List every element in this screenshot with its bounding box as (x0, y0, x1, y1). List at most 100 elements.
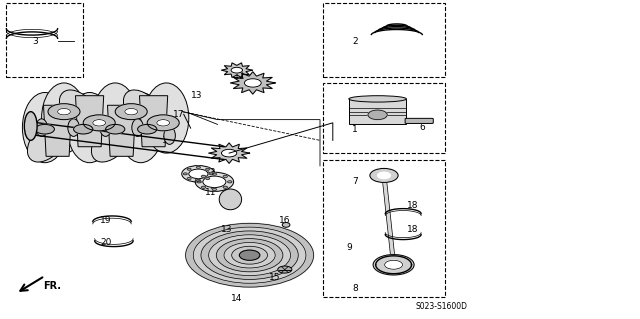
Ellipse shape (77, 104, 95, 129)
Bar (323, 160, 445, 297)
Circle shape (368, 110, 387, 120)
Circle shape (83, 115, 115, 131)
Circle shape (385, 260, 403, 269)
Circle shape (232, 246, 268, 264)
Text: 7: 7 (353, 177, 358, 186)
Ellipse shape (282, 223, 290, 227)
Ellipse shape (100, 119, 111, 137)
Text: 2: 2 (353, 37, 358, 46)
Circle shape (183, 173, 188, 175)
Text: 13: 13 (221, 225, 233, 234)
Text: 18: 18 (407, 201, 419, 210)
Circle shape (201, 231, 298, 279)
Circle shape (187, 168, 191, 170)
Polygon shape (140, 96, 168, 147)
Circle shape (373, 255, 414, 275)
Circle shape (205, 168, 210, 170)
Ellipse shape (164, 127, 175, 145)
Ellipse shape (124, 90, 164, 133)
Text: FR.: FR. (44, 281, 61, 291)
Circle shape (115, 104, 147, 120)
Text: 6: 6 (420, 123, 425, 132)
Circle shape (239, 250, 260, 260)
Circle shape (35, 124, 54, 134)
Circle shape (195, 172, 234, 191)
Text: 18: 18 (407, 225, 419, 234)
Circle shape (48, 104, 80, 120)
Ellipse shape (36, 119, 47, 137)
Ellipse shape (93, 83, 138, 153)
Circle shape (147, 115, 179, 131)
Circle shape (205, 177, 210, 180)
Circle shape (216, 239, 283, 272)
Text: 10: 10 (162, 136, 173, 145)
Text: 14: 14 (231, 294, 243, 303)
Ellipse shape (60, 90, 100, 133)
Circle shape (209, 173, 214, 175)
Circle shape (182, 166, 215, 182)
Circle shape (189, 169, 208, 179)
Circle shape (157, 120, 170, 126)
Circle shape (212, 173, 216, 175)
Polygon shape (349, 99, 406, 124)
Circle shape (223, 175, 227, 177)
Ellipse shape (141, 104, 159, 129)
Circle shape (74, 124, 93, 134)
Polygon shape (44, 105, 72, 156)
Circle shape (223, 186, 227, 188)
Ellipse shape (28, 119, 68, 162)
Text: 16: 16 (279, 216, 291, 225)
Ellipse shape (68, 119, 79, 137)
Text: 3: 3 (33, 37, 38, 46)
Text: 1: 1 (353, 125, 358, 134)
Text: 17: 17 (173, 110, 185, 119)
Circle shape (221, 149, 237, 157)
Text: 11: 11 (205, 189, 217, 197)
Circle shape (196, 166, 200, 168)
Circle shape (370, 168, 398, 182)
Ellipse shape (109, 116, 127, 142)
Bar (323, 83, 445, 153)
Ellipse shape (67, 93, 112, 163)
Circle shape (378, 172, 390, 179)
Text: 20: 20 (100, 238, 111, 247)
Ellipse shape (24, 112, 37, 140)
Ellipse shape (132, 119, 143, 137)
Text: S023-S1600D: S023-S1600D (415, 302, 468, 311)
Circle shape (197, 181, 201, 183)
Text: 15: 15 (269, 273, 281, 282)
Text: 8: 8 (353, 284, 358, 293)
Text: 9: 9 (346, 243, 351, 252)
Text: 12: 12 (234, 72, 246, 81)
Ellipse shape (219, 189, 241, 210)
Circle shape (186, 223, 314, 287)
Ellipse shape (22, 93, 67, 163)
Circle shape (106, 124, 125, 134)
Text: 19: 19 (100, 216, 111, 225)
Circle shape (244, 79, 261, 87)
Polygon shape (221, 63, 252, 78)
Circle shape (58, 108, 70, 115)
Polygon shape (108, 105, 136, 156)
Circle shape (187, 177, 191, 180)
Circle shape (224, 242, 275, 268)
Bar (6, 3, 83, 77)
Circle shape (209, 235, 291, 276)
Circle shape (125, 108, 138, 115)
Circle shape (203, 176, 226, 188)
Polygon shape (230, 72, 275, 94)
Bar (323, 3, 445, 77)
Ellipse shape (45, 116, 63, 142)
Circle shape (202, 186, 205, 188)
Circle shape (212, 189, 216, 190)
Ellipse shape (349, 96, 406, 102)
Ellipse shape (278, 266, 292, 273)
Text: 13: 13 (191, 91, 203, 100)
Ellipse shape (92, 119, 132, 162)
Text: 13: 13 (205, 168, 217, 177)
FancyBboxPatch shape (405, 118, 433, 123)
Circle shape (196, 179, 200, 182)
Ellipse shape (42, 83, 86, 153)
Circle shape (202, 175, 205, 177)
Ellipse shape (144, 83, 189, 153)
